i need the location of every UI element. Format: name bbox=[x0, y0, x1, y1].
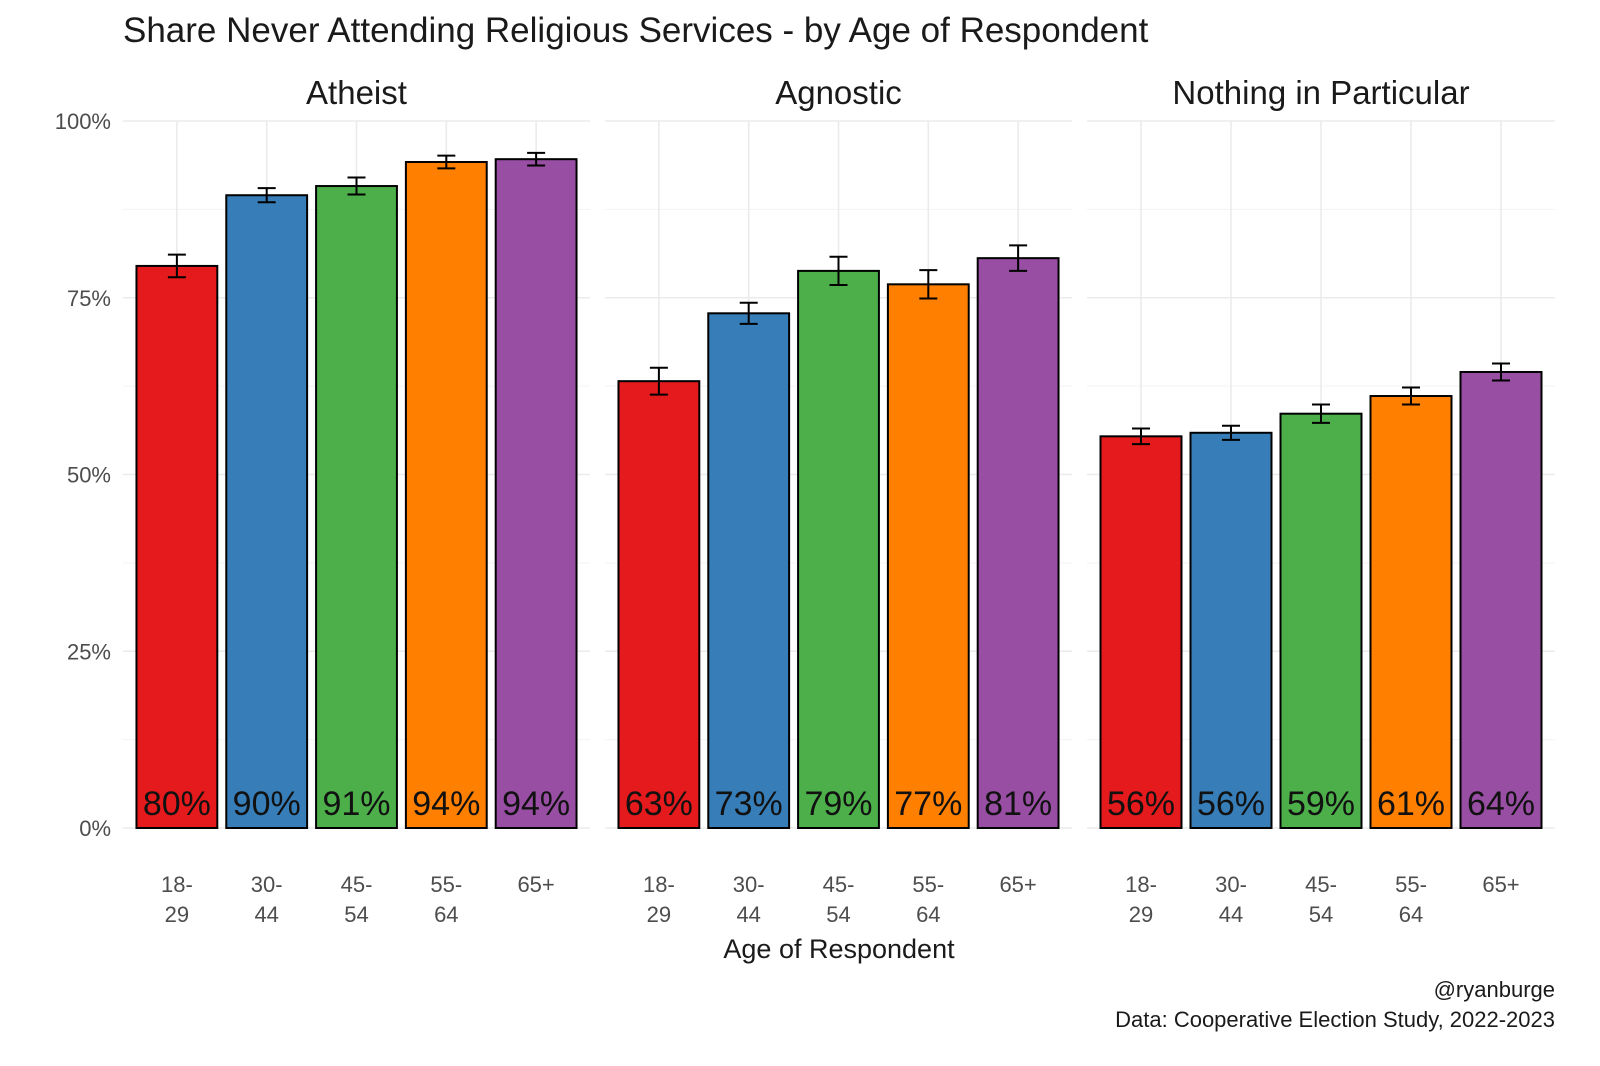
bar-data-label: 94% bbox=[412, 785, 480, 823]
y-tick-label: 25% bbox=[67, 639, 111, 664]
x-tick-label: 44 bbox=[1219, 902, 1243, 927]
bar bbox=[225, 194, 309, 830]
x-tick-label: 44 bbox=[254, 902, 278, 927]
bar bbox=[135, 264, 219, 829]
y-tick-label: 75% bbox=[67, 286, 111, 311]
x-tick-label: 54 bbox=[344, 902, 368, 927]
bar bbox=[404, 161, 488, 830]
bar-data-label: 77% bbox=[894, 785, 962, 823]
x-tick-label: 55- bbox=[912, 872, 944, 897]
bar bbox=[886, 283, 970, 829]
bar bbox=[976, 257, 1060, 829]
x-tick-label: 30- bbox=[733, 872, 765, 897]
bar-data-label: 81% bbox=[984, 785, 1052, 823]
x-tick-label: 45- bbox=[341, 872, 373, 897]
x-tick-label: 55- bbox=[1395, 872, 1427, 897]
bar bbox=[797, 269, 880, 830]
bar-data-label: 73% bbox=[715, 785, 783, 823]
x-tick-label: 54 bbox=[1309, 902, 1333, 927]
facet-title: Agnostic bbox=[775, 74, 902, 111]
x-tick-label: 64 bbox=[916, 902, 940, 927]
y-tick-label: 50% bbox=[67, 463, 111, 488]
bar-data-label: 63% bbox=[625, 785, 693, 823]
x-tick-label: 64 bbox=[434, 902, 458, 927]
x-tick-label: 65+ bbox=[1482, 872, 1519, 897]
caption-handle: @ryanburge bbox=[1434, 977, 1555, 1002]
bar bbox=[1279, 412, 1363, 829]
x-tick-label: 64 bbox=[1399, 902, 1423, 927]
y-tick-label: 0% bbox=[79, 816, 111, 841]
bar bbox=[1099, 435, 1183, 829]
bar-data-label: 56% bbox=[1197, 785, 1265, 823]
x-axis-title: Age of Respondent bbox=[723, 934, 955, 964]
x-tick-label: 29 bbox=[1129, 902, 1153, 927]
x-tick-label: 18- bbox=[161, 872, 193, 897]
caption-source: Data: Cooperative Election Study, 2022-2… bbox=[1115, 1007, 1555, 1032]
bar-data-label: 61% bbox=[1377, 785, 1445, 823]
x-tick-label: 65+ bbox=[517, 872, 554, 897]
bar bbox=[1189, 431, 1273, 829]
bar-data-label: 59% bbox=[1287, 785, 1355, 823]
bar bbox=[1459, 370, 1543, 829]
facet-title: Atheist bbox=[306, 74, 407, 111]
x-tick-label: 29 bbox=[647, 902, 671, 927]
bar bbox=[617, 380, 701, 829]
x-tick-label: 45- bbox=[823, 872, 855, 897]
facet-title: Nothing in Particular bbox=[1172, 74, 1469, 111]
bar-data-label: 64% bbox=[1467, 785, 1535, 823]
x-tick-label: 55- bbox=[430, 872, 462, 897]
x-tick-label: 30- bbox=[1215, 872, 1247, 897]
bar bbox=[1369, 395, 1453, 829]
bar-data-label: 56% bbox=[1107, 785, 1175, 823]
bar-data-label: 91% bbox=[322, 785, 390, 823]
bar-data-label: 94% bbox=[502, 785, 570, 823]
x-tick-label: 65+ bbox=[999, 872, 1036, 897]
bar-data-label: 79% bbox=[804, 785, 872, 823]
bar bbox=[315, 185, 398, 829]
y-tick-label: 100% bbox=[55, 109, 111, 134]
x-tick-label: 29 bbox=[165, 902, 189, 927]
x-tick-label: 54 bbox=[826, 902, 850, 927]
bar bbox=[494, 158, 578, 830]
bar-data-label: 90% bbox=[233, 785, 301, 823]
x-tick-label: 45- bbox=[1305, 872, 1337, 897]
x-tick-label: 44 bbox=[736, 902, 760, 927]
chart-title: Share Never Attending Religious Services… bbox=[123, 11, 1149, 50]
bar-data-label: 80% bbox=[143, 785, 211, 823]
x-tick-label: 18- bbox=[1125, 872, 1157, 897]
x-tick-label: 30- bbox=[251, 872, 283, 897]
bar bbox=[707, 312, 791, 829]
x-tick-label: 18- bbox=[643, 872, 675, 897]
